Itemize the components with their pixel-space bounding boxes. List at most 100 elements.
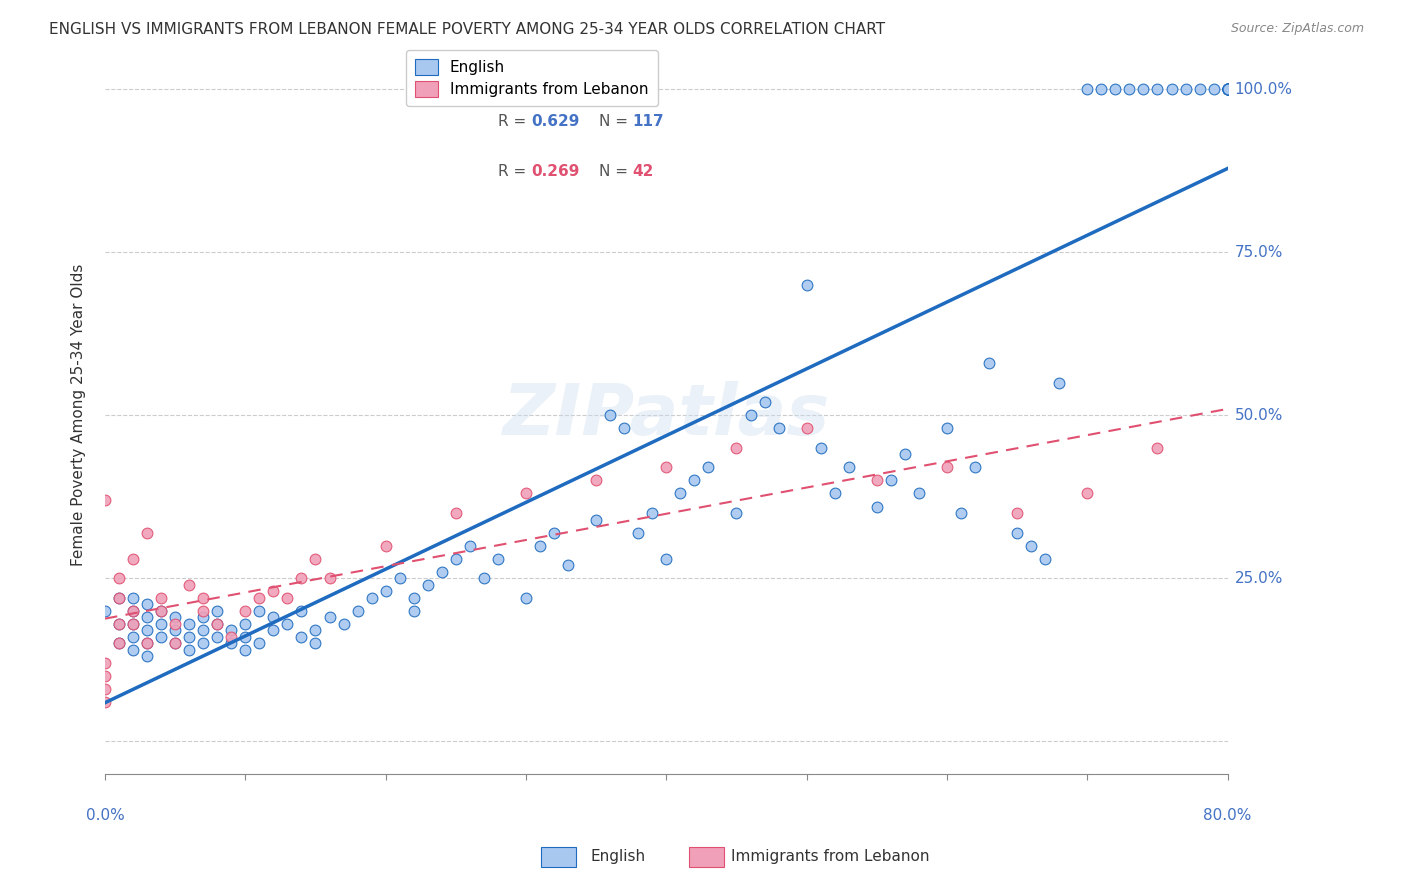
- Point: [1216, 82, 1239, 96]
- Point: [1216, 82, 1239, 96]
- Point: [1216, 82, 1239, 96]
- Point: [1146, 441, 1168, 455]
- Point: [290, 604, 312, 618]
- Text: 0.0%: 0.0%: [86, 808, 124, 823]
- Point: [388, 571, 411, 585]
- Point: [262, 624, 284, 638]
- Point: [585, 512, 607, 526]
- Point: [1216, 82, 1239, 96]
- Point: [796, 421, 818, 435]
- Point: [179, 643, 201, 657]
- Point: [262, 584, 284, 599]
- Point: [179, 630, 201, 644]
- Point: [1076, 82, 1098, 96]
- Point: [838, 460, 860, 475]
- Point: [1076, 486, 1098, 500]
- Point: [796, 277, 818, 292]
- Point: [1216, 82, 1239, 96]
- Point: [207, 604, 229, 618]
- Point: [1047, 376, 1070, 390]
- Point: [150, 630, 173, 644]
- Point: [1216, 82, 1239, 96]
- Point: [1005, 506, 1028, 520]
- Point: [247, 604, 270, 618]
- Point: [108, 571, 131, 585]
- Point: [1202, 82, 1225, 96]
- Point: [963, 460, 986, 475]
- Point: [1216, 82, 1239, 96]
- Point: [193, 624, 215, 638]
- Point: [669, 486, 692, 500]
- Point: [122, 604, 145, 618]
- Point: [136, 610, 159, 624]
- Point: [318, 610, 340, 624]
- Point: [318, 571, 340, 585]
- Point: [108, 636, 131, 650]
- Point: [136, 636, 159, 650]
- Point: [304, 624, 326, 638]
- Point: [1216, 82, 1239, 96]
- Point: [402, 604, 425, 618]
- Point: [1216, 82, 1239, 96]
- Point: [165, 636, 187, 650]
- Point: [233, 643, 256, 657]
- Point: [233, 630, 256, 644]
- Point: [416, 578, 439, 592]
- Point: [950, 506, 973, 520]
- Point: [1216, 82, 1239, 96]
- Point: [683, 474, 706, 488]
- Point: [304, 551, 326, 566]
- Text: 0.629: 0.629: [531, 114, 579, 128]
- Point: [472, 571, 495, 585]
- Point: [557, 558, 579, 573]
- Point: [207, 630, 229, 644]
- Point: [136, 636, 159, 650]
- Point: [1019, 539, 1042, 553]
- Point: [150, 591, 173, 605]
- Point: [697, 460, 720, 475]
- Point: [1160, 82, 1182, 96]
- Point: [165, 616, 187, 631]
- Point: [193, 636, 215, 650]
- Point: [529, 539, 551, 553]
- Point: [486, 551, 509, 566]
- Point: [165, 610, 187, 624]
- Point: [1216, 82, 1239, 96]
- Point: [122, 643, 145, 657]
- Point: [740, 409, 762, 423]
- Point: [290, 571, 312, 585]
- Point: [360, 591, 382, 605]
- Point: [1216, 82, 1239, 96]
- Point: [346, 604, 368, 618]
- Point: [247, 591, 270, 605]
- Point: [936, 460, 959, 475]
- Point: [1216, 82, 1239, 96]
- Point: [122, 591, 145, 605]
- Point: [108, 591, 131, 605]
- Point: [543, 525, 565, 540]
- Point: [179, 616, 201, 631]
- Point: [1118, 82, 1140, 96]
- Point: [655, 551, 678, 566]
- Point: [725, 506, 748, 520]
- Text: ZIPatlas: ZIPatlas: [502, 381, 830, 450]
- Text: Immigrants from Lebanon: Immigrants from Lebanon: [731, 849, 929, 863]
- Point: [1005, 525, 1028, 540]
- Point: [304, 636, 326, 650]
- Point: [108, 616, 131, 631]
- Text: 50.0%: 50.0%: [1234, 408, 1282, 423]
- Point: [1188, 82, 1211, 96]
- Point: [108, 616, 131, 631]
- Point: [613, 421, 636, 435]
- Point: [1090, 82, 1112, 96]
- Point: [94, 681, 117, 696]
- Point: [866, 474, 889, 488]
- Text: R =: R =: [498, 164, 531, 179]
- Point: [136, 649, 159, 664]
- Text: 75.0%: 75.0%: [1234, 244, 1282, 260]
- Point: [221, 630, 243, 644]
- Point: [374, 539, 396, 553]
- Point: [1216, 82, 1239, 96]
- Point: [108, 591, 131, 605]
- Point: [262, 610, 284, 624]
